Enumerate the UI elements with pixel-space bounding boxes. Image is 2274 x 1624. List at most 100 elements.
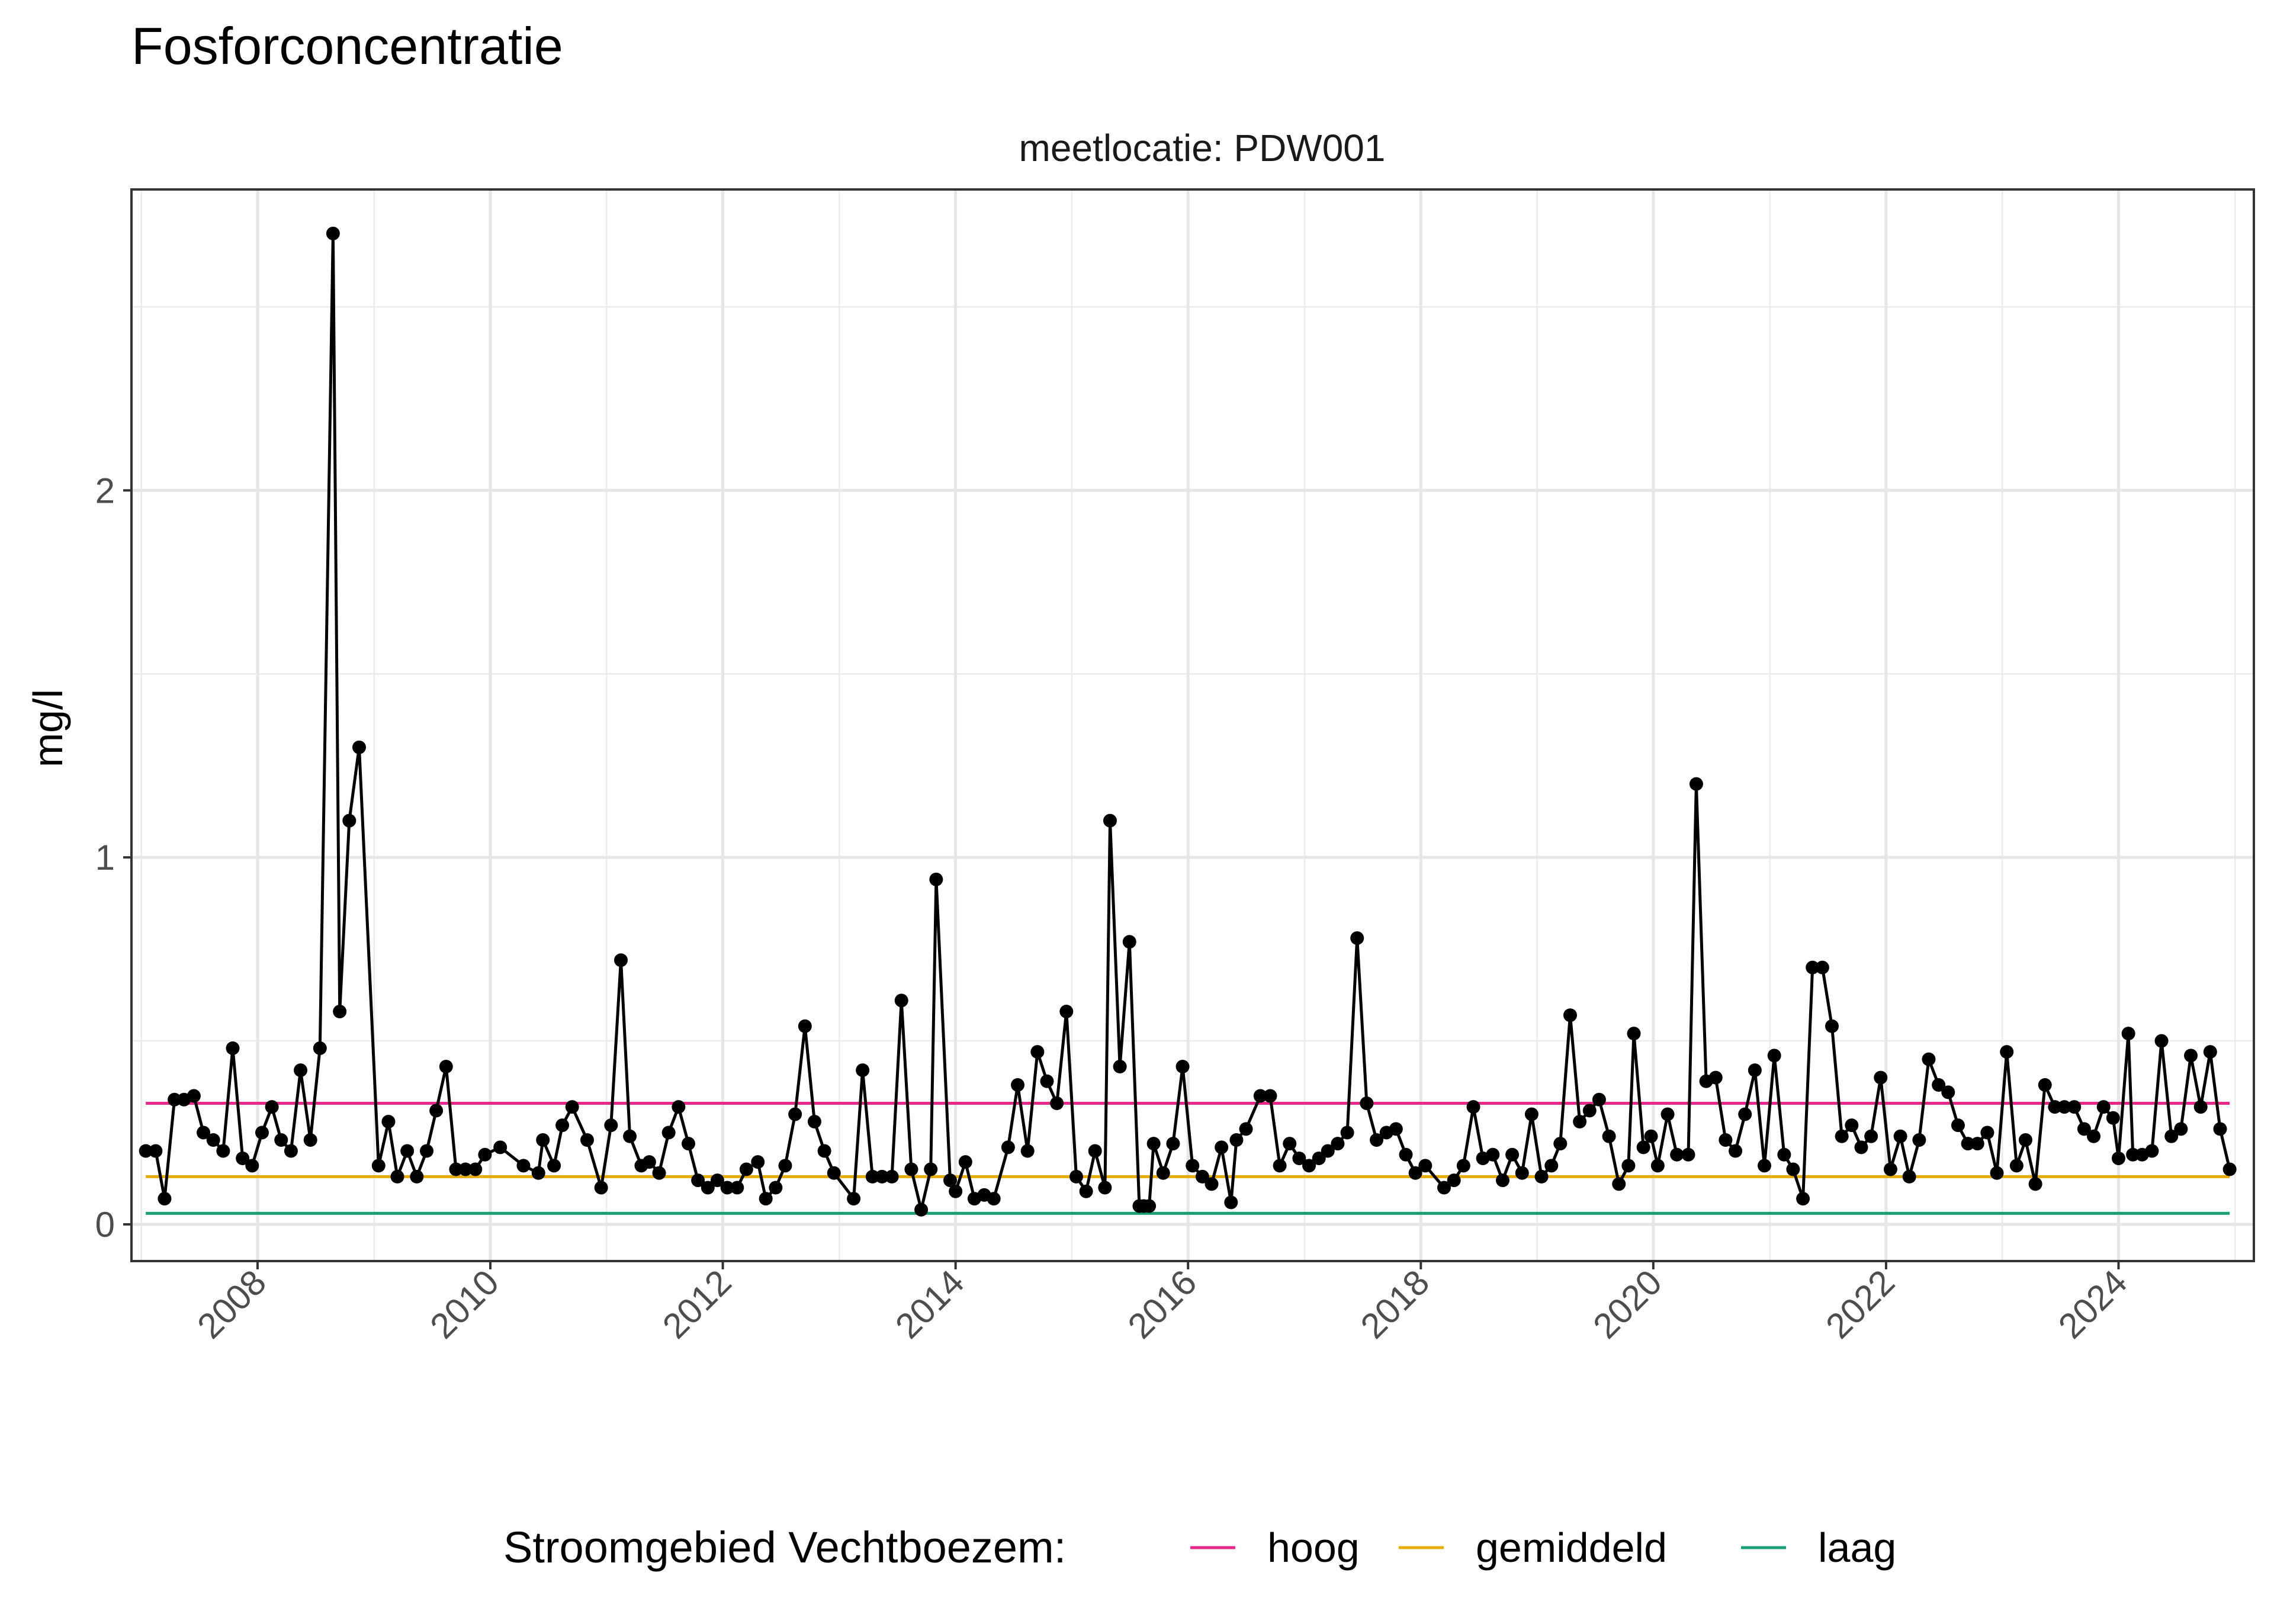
data-point: [1990, 1166, 2004, 1180]
data-point: [1825, 1019, 1839, 1033]
data-point: [2087, 1129, 2101, 1143]
data-point: [1321, 1144, 1335, 1158]
data-point: [2057, 1100, 2071, 1114]
data-point: [371, 1159, 386, 1173]
data-point: [313, 1041, 327, 1055]
data-point: [681, 1137, 695, 1151]
data-point: [1835, 1129, 1849, 1143]
data-point: [1195, 1169, 1209, 1184]
data-point: [2213, 1122, 2227, 1136]
data-point: [1001, 1140, 1015, 1155]
data-point: [769, 1181, 783, 1195]
data-point: [701, 1181, 715, 1195]
legend-title: Stroomgebied Vechtboezem:: [503, 1523, 1066, 1572]
data-point: [2038, 1078, 2052, 1092]
data-point: [614, 953, 628, 967]
data-point: [1515, 1166, 1529, 1180]
data-point: [429, 1104, 444, 1118]
data-point: [516, 1159, 531, 1173]
data-point: [751, 1155, 765, 1169]
panel-border: [130, 188, 2255, 1262]
data-point: [1495, 1173, 1509, 1188]
data-point: [1142, 1199, 1157, 1213]
data-point: [149, 1144, 163, 1158]
data-point: [1466, 1100, 1480, 1114]
data-point: [565, 1100, 579, 1114]
data-point: [1544, 1159, 1559, 1173]
data-point: [1758, 1159, 1772, 1173]
data-point: [885, 1169, 899, 1184]
data-point: [168, 1092, 182, 1107]
data-point: [2154, 1034, 2169, 1048]
data-point: [1553, 1137, 1568, 1151]
data-point: [1263, 1089, 1277, 1103]
data-point: [294, 1063, 308, 1078]
data-point: [245, 1159, 259, 1173]
data-point: [2067, 1100, 2082, 1114]
data-point: [226, 1041, 240, 1055]
data-point: [536, 1133, 550, 1147]
data-point: [1534, 1169, 1549, 1184]
data-point: [1582, 1104, 1597, 1118]
data-point: [1627, 1027, 1641, 1041]
data-point: [1079, 1184, 1093, 1198]
data-point: [2203, 1045, 2217, 1059]
data-point: [652, 1166, 666, 1180]
data-point: [2096, 1100, 2111, 1114]
data-point: [1040, 1074, 1054, 1088]
data-point: [1980, 1125, 1994, 1140]
data-point: [1389, 1122, 1403, 1136]
data-point: [904, 1162, 918, 1176]
data-point: [817, 1144, 831, 1158]
data-point: [730, 1181, 744, 1195]
data-point: [555, 1118, 570, 1133]
data-point: [439, 1059, 453, 1073]
data-point: [1644, 1129, 1658, 1143]
data-point: [1864, 1129, 1878, 1143]
data-point: [255, 1125, 269, 1140]
data-point: [303, 1133, 317, 1147]
data-point: [326, 226, 340, 240]
data-point: [1418, 1159, 1433, 1173]
data-point: [1961, 1137, 1975, 1151]
chart-title: Fosforconcentratie: [131, 17, 563, 75]
data-point: [531, 1166, 545, 1180]
data-point: [1175, 1059, 1190, 1073]
data-point: [1719, 1133, 1733, 1147]
data-point: [1621, 1159, 1636, 1173]
data-point: [691, 1173, 705, 1188]
data-point: [2000, 1045, 2014, 1059]
data-point: [2193, 1100, 2208, 1114]
data-point: [604, 1118, 618, 1133]
data-point: [449, 1162, 463, 1176]
data-point: [1408, 1166, 1422, 1180]
data-point: [856, 1063, 870, 1078]
data-point: [1767, 1049, 1781, 1063]
data-point: [1636, 1140, 1650, 1155]
data-point: [865, 1169, 879, 1184]
data-point: [1437, 1181, 1451, 1195]
data-point: [798, 1019, 812, 1033]
data-point: [1229, 1133, 1244, 1147]
data-point: [216, 1144, 230, 1158]
data-point: [1098, 1181, 1112, 1195]
data-point: [924, 1162, 938, 1176]
data-point: [739, 1162, 753, 1176]
data-point: [419, 1144, 433, 1158]
data-point: [197, 1125, 211, 1140]
legend-label-laag: laag: [1818, 1525, 1896, 1571]
data-point: [720, 1181, 734, 1195]
data-point: [1447, 1173, 1461, 1188]
data-point: [987, 1192, 1001, 1206]
data-point: [2111, 1151, 2125, 1165]
data-point: [1350, 931, 1364, 946]
data-point: [1670, 1147, 1684, 1162]
data-point: [2121, 1027, 2135, 1041]
data-point: [1283, 1137, 1297, 1151]
data-point: [333, 1004, 347, 1018]
data-point: [1815, 960, 1829, 975]
data-point: [1612, 1177, 1626, 1191]
data-point: [642, 1155, 656, 1169]
data-point: [1360, 1096, 1374, 1110]
data-point: [1486, 1147, 1500, 1162]
